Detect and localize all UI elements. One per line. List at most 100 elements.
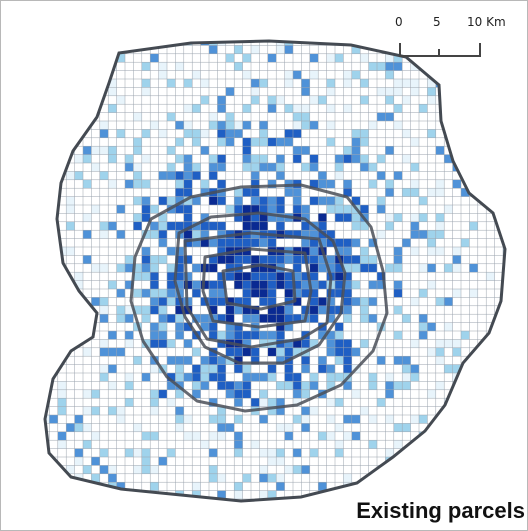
parcel-cell	[486, 373, 495, 382]
parcel-cell	[486, 272, 495, 281]
parcel-cell	[284, 322, 293, 331]
parcel-cell	[335, 347, 344, 357]
parcel-cell	[150, 221, 159, 231]
parcel-cell	[234, 255, 243, 264]
parcel-cell	[141, 205, 151, 214]
parcel-cell	[209, 221, 218, 231]
parcel-cell	[116, 415, 125, 424]
parcel-cell	[301, 289, 310, 298]
scale-bar: 0 5 10 Km	[389, 15, 525, 65]
parcel-cell	[150, 280, 159, 289]
parcel-cell	[309, 121, 319, 130]
parcel-cell	[83, 146, 92, 155]
parcel-cell	[83, 347, 92, 357]
parcel-cell	[276, 272, 285, 281]
parcel-cell	[99, 221, 109, 231]
parcel-cell	[209, 448, 218, 457]
parcel-cell	[335, 448, 344, 457]
parcel-cell	[57, 440, 67, 449]
parcel-cell	[427, 238, 436, 247]
parcel-cell	[360, 79, 369, 88]
parcel-cell	[251, 87, 260, 96]
parcel-cell	[242, 473, 251, 483]
parcel-cell	[192, 280, 201, 289]
parcel-cell	[116, 41, 125, 46]
parcel-cell	[234, 356, 243, 365]
parcel-cell	[444, 121, 453, 130]
parcel-cell	[175, 280, 184, 289]
parcel-cell	[175, 154, 184, 163]
parcel-cell	[452, 289, 461, 298]
parcel-cell	[167, 171, 176, 180]
parcel-cell	[91, 490, 100, 499]
parcel-cell	[259, 255, 268, 264]
parcel-cell	[259, 398, 268, 407]
parcel-cell	[251, 163, 260, 172]
parcel-cell	[209, 263, 218, 273]
parcel-cell	[343, 347, 352, 357]
parcel-cell	[461, 406, 470, 415]
parcel-cell	[49, 188, 58, 197]
parcel-cell	[452, 347, 461, 357]
parcel-cell	[242, 280, 251, 289]
parcel-cell	[150, 389, 159, 399]
parcel-cell	[209, 465, 218, 474]
parcel-cell	[326, 347, 335, 357]
parcel-cell	[99, 263, 109, 273]
parcel-cell	[276, 499, 285, 501]
parcel-cell	[469, 104, 478, 113]
parcel-cell	[393, 79, 403, 88]
parcel-cell	[217, 297, 226, 306]
parcel-cell	[326, 79, 335, 88]
parcel-cell	[393, 305, 403, 315]
parcel-cell	[175, 356, 184, 365]
parcel-cell	[125, 163, 134, 172]
parcel-cell	[200, 238, 209, 247]
parcel-cell	[49, 62, 58, 71]
parcel-cell	[301, 213, 310, 222]
parcel-cell	[91, 297, 100, 306]
parcel-cell	[175, 205, 184, 214]
parcel-cell	[410, 179, 419, 189]
parcel-cell	[318, 95, 327, 105]
parcel-cell	[276, 45, 285, 54]
parcel-cell	[192, 230, 201, 239]
parcel-cell	[209, 121, 218, 130]
parcel-cell	[108, 87, 117, 96]
parcel-cell	[57, 137, 67, 147]
parcel-cell	[326, 104, 335, 113]
parcel-cell	[276, 347, 285, 357]
parcel-cell	[108, 381, 117, 390]
parcel-cell	[217, 95, 226, 105]
parcel-cell	[57, 431, 67, 441]
parcel-cell	[217, 154, 226, 163]
parcel-cell	[49, 95, 58, 105]
parcel-cell	[326, 314, 335, 323]
parcel-cell	[108, 280, 117, 289]
parcel-cell	[141, 457, 151, 466]
parcel-cell	[259, 415, 268, 424]
parcel-cell	[318, 213, 327, 222]
parcel-cell	[385, 213, 394, 222]
parcel-cell	[335, 322, 344, 331]
parcel-cell	[49, 79, 58, 88]
parcel-cell	[452, 179, 461, 189]
parcel-cell	[461, 482, 470, 491]
parcel-cell	[141, 314, 151, 323]
parcel-cell	[435, 356, 445, 365]
parcel-cell	[175, 373, 184, 382]
parcel-cell	[133, 289, 142, 298]
parcel-cell	[276, 213, 285, 222]
parcel-cell	[419, 457, 428, 466]
parcel-cell	[343, 381, 352, 390]
parcel-cell	[326, 137, 335, 147]
parcel-cell	[45, 415, 50, 424]
parcel-cell	[133, 423, 142, 432]
parcel-cell	[301, 87, 310, 96]
parcel-cell	[419, 196, 428, 205]
parcel-cell	[225, 272, 235, 281]
parcel-cell	[99, 448, 109, 457]
parcel-cell	[167, 280, 176, 289]
parcel-cell	[175, 272, 184, 281]
